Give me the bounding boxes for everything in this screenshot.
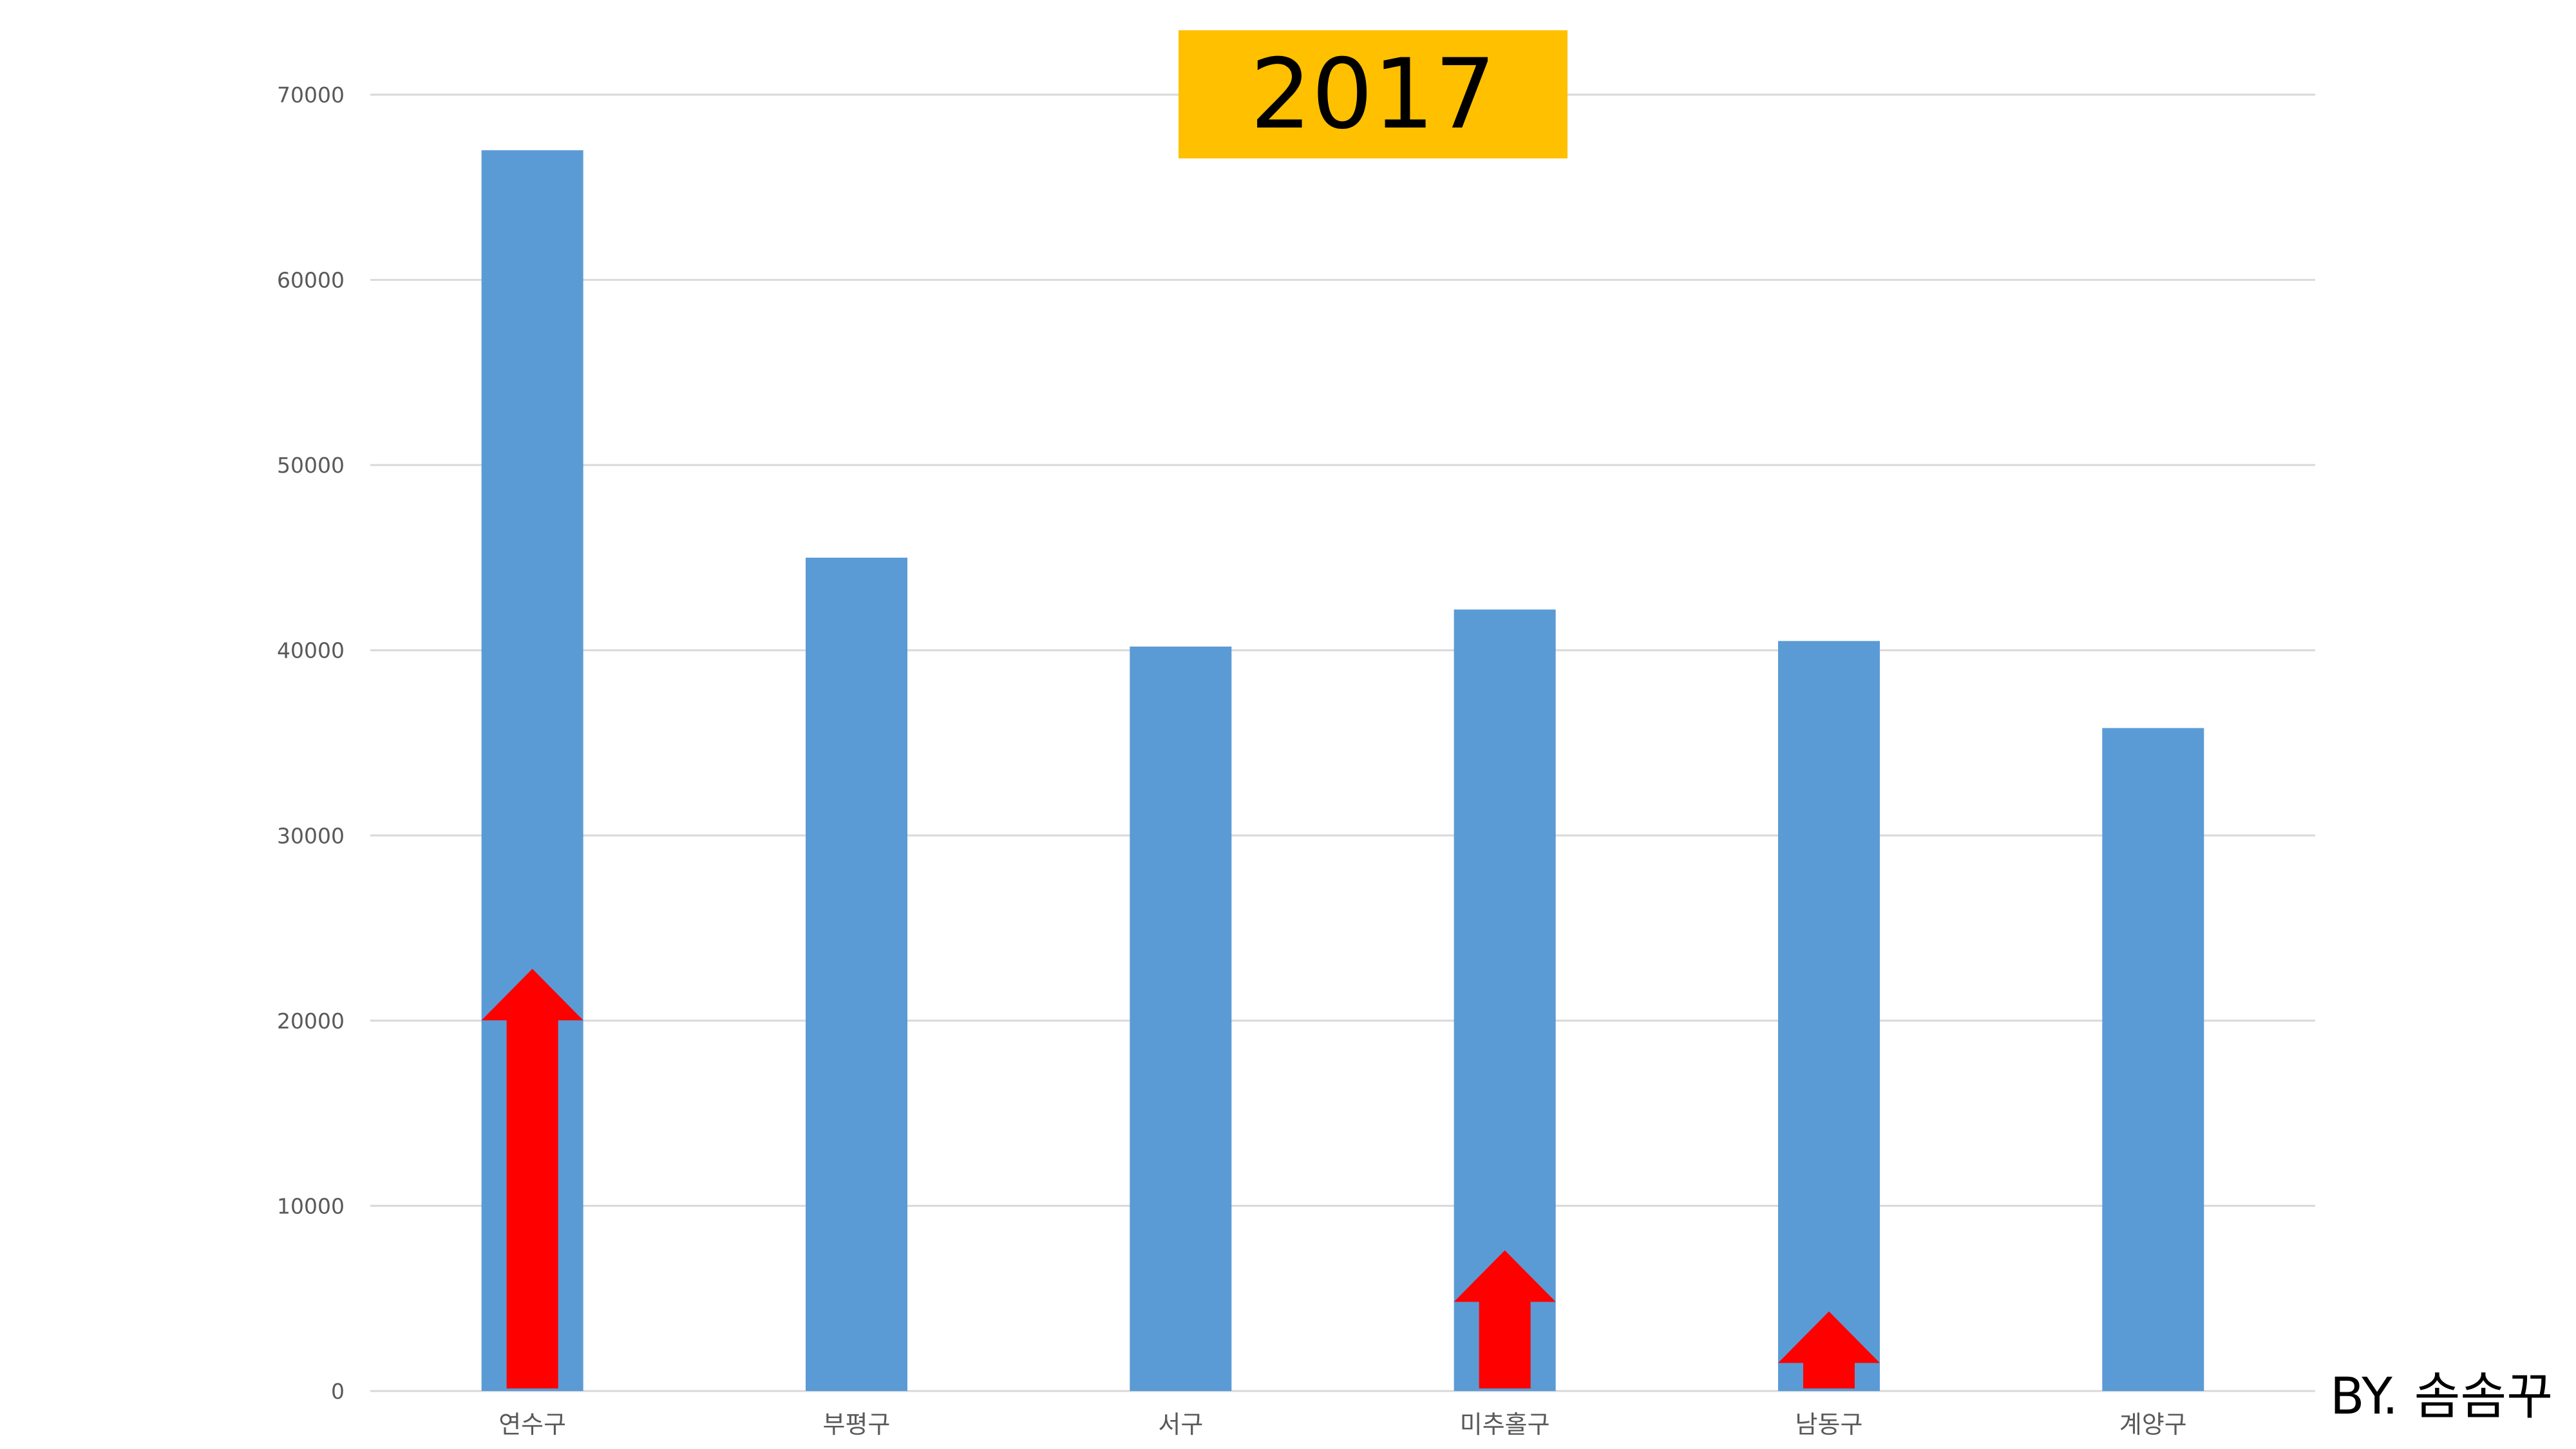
x-category-label: 서구: [1158, 1410, 1203, 1439]
y-tick-label: 10000: [277, 1193, 345, 1218]
x-category-label: 계양구: [2119, 1410, 2187, 1439]
author-credit: BY. 솜솜꾸: [2330, 1368, 2553, 1426]
bars: [481, 150, 2204, 1392]
bar-2: [806, 557, 907, 1391]
up-arrow-annotation: [1778, 1311, 1880, 1388]
y-tick-label: 0: [331, 1379, 345, 1404]
x-category-label: 남동구: [1795, 1410, 1863, 1439]
y-tick-label: 60000: [277, 268, 345, 293]
y-tick-label: 40000: [277, 638, 345, 663]
x-category-label: 부평구: [823, 1410, 891, 1439]
up-arrow-annotation: [481, 969, 583, 1388]
bar-6: [2102, 728, 2204, 1391]
x-category-label: 미추홀구: [1460, 1410, 1550, 1439]
y-axis-ticks: 0 10000 20000 30000 40000 50000 60000 70000: [277, 82, 345, 1404]
up-arrow-annotation: [1454, 1250, 1556, 1388]
y-tick-label: 50000: [277, 453, 345, 478]
x-category-label: 연수구: [498, 1410, 566, 1439]
arrow-annotations: [481, 969, 1880, 1388]
gridlines: [370, 93, 2315, 1392]
x-axis-categories: 연수구 부평구 서구 미추홀구 남동구 계양구: [498, 1410, 2187, 1439]
y-tick-label: 30000: [277, 823, 345, 848]
bar-3: [1130, 646, 1232, 1391]
y-tick-label: 20000: [277, 1009, 345, 1034]
bar-5: [1778, 641, 1880, 1391]
chart-title: 2017: [1250, 38, 1496, 151]
y-tick-label: 70000: [277, 82, 345, 108]
chart-title-box: 2017: [1179, 30, 1567, 158]
